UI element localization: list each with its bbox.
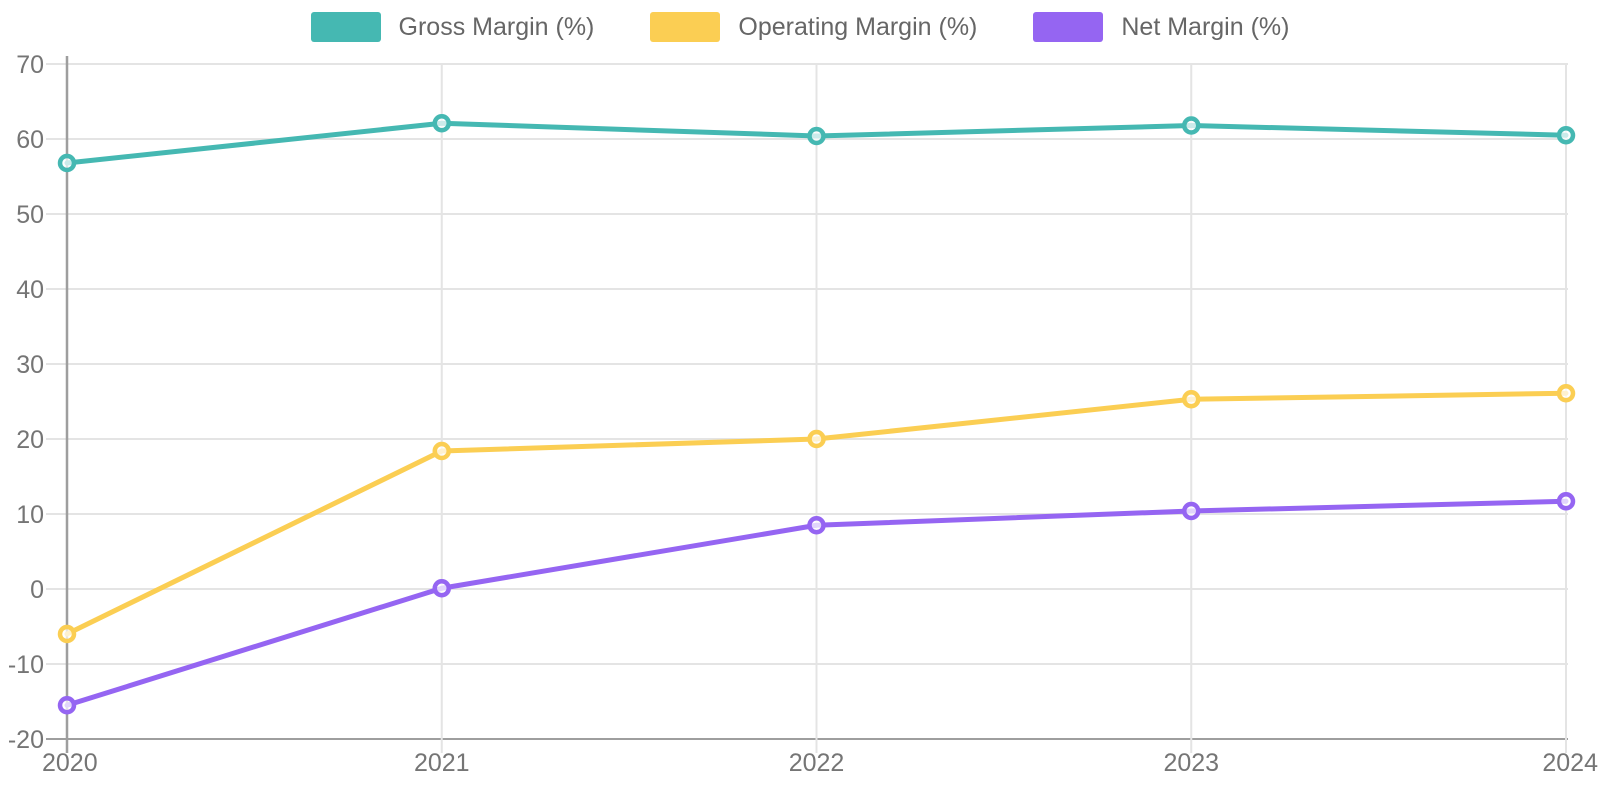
legend-label-gross-margin: Gross Margin (%)	[398, 12, 595, 41]
legend-swatch-net-margin-icon	[1033, 12, 1104, 42]
legend-label-operating-margin: Operating Margin (%)	[738, 12, 978, 41]
chart-legend: Gross Margin (%) Operating Margin (%) Ne…	[0, 12, 1600, 42]
data-point-0-2023[interactable]	[1182, 116, 1201, 135]
x-axis-tick-label: 2024	[1542, 749, 1598, 777]
y-axis-tick-label: 30	[16, 351, 44, 379]
data-point-0-2022[interactable]	[807, 126, 826, 146]
data-point-0-2021[interactable]	[432, 114, 451, 133]
data-point-2-2022[interactable]	[807, 516, 826, 535]
data-point-2-2024[interactable]	[1556, 492, 1576, 511]
data-point-2-2020[interactable]	[57, 696, 77, 715]
x-axis-tick-label: 2021	[414, 749, 470, 777]
data-point-1-2022[interactable]	[807, 429, 826, 449]
y-axis-tick-label: 10	[16, 501, 44, 529]
y-axis-tick-label: 0	[30, 576, 44, 604]
x-axis-tick-label: 2020	[42, 749, 98, 777]
y-axis-tick-label: -10	[8, 651, 44, 679]
data-point-2-2021[interactable]	[432, 579, 451, 598]
legend-item-operating-margin[interactable]: Operating Margin (%)	[650, 12, 977, 42]
data-point-2-2023[interactable]	[1182, 501, 1201, 521]
legend-item-net-margin[interactable]: Net Margin (%)	[1033, 12, 1289, 42]
legend-label-net-margin: Net Margin (%)	[1121, 12, 1290, 41]
data-point-0-2020[interactable]	[57, 153, 77, 173]
y-axis-tick-label: 50	[16, 201, 44, 229]
data-point-1-2024[interactable]	[1556, 384, 1576, 403]
y-axis-tick-label: -20	[8, 726, 44, 754]
legend-swatch-gross-margin-icon	[310, 12, 381, 42]
legend-item-gross-margin[interactable]: Gross Margin (%)	[310, 12, 595, 42]
data-point-0-2024[interactable]	[1556, 126, 1576, 145]
y-axis-tick-label: 60	[16, 126, 44, 154]
y-axis-tick-label: 20	[16, 426, 44, 454]
y-axis-tick-label: 70	[16, 51, 44, 79]
data-point-1-2023[interactable]	[1182, 390, 1201, 409]
data-point-1-2020[interactable]	[57, 624, 77, 644]
y-axis-tick-label: 40	[16, 276, 44, 304]
legend-swatch-operating-margin-icon	[650, 12, 721, 42]
x-axis-tick-label: 2023	[1163, 749, 1219, 777]
data-point-1-2021[interactable]	[432, 441, 451, 461]
x-axis-tick-label: 2022	[789, 749, 845, 777]
